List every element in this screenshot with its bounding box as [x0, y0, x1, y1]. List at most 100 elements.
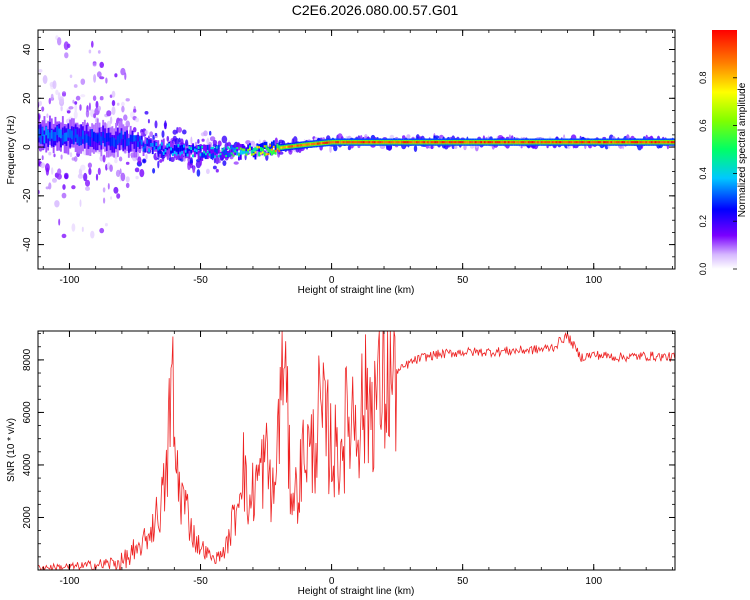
spectrogram-ridge-cell [592, 141, 595, 144]
spectrogram-ridge-cell [344, 141, 347, 144]
spectrogram-ridge-cell [337, 141, 339, 144]
spectrogram-ridge-cell [661, 141, 664, 144]
snr-axes: -100 -50 0 50 100 2000 4000 6000 8000 [22, 331, 675, 587]
spectrogram-speckle [278, 151, 284, 155]
spectrogram-ridge-cell [214, 155, 217, 158]
spectrogram-ridge-cell [194, 148, 196, 152]
spectrogram-ridge-cell [496, 141, 499, 144]
spectrogram-speckle [60, 106, 63, 112]
spectrogram-speckle [184, 144, 190, 150]
spectrogram-ridge-cell [614, 141, 617, 144]
spectrogram-ridge-cell [201, 152, 204, 158]
spectrogram-ridge-cell [225, 150, 228, 159]
spectrogram-speckle [38, 69, 43, 73]
spectrogram-ridge-cell [425, 141, 428, 144]
spectrogram-ridge-cell [634, 141, 637, 144]
spectrogram-speckle [111, 90, 116, 98]
spectrogram-ridge-cell [160, 143, 163, 150]
spectrogram-ridge-cell [188, 149, 191, 160]
spectrogram-ridge-cell [184, 150, 187, 157]
snr-x-tick-label: 0 [329, 576, 335, 587]
spectrogram-ridge-cell [357, 141, 360, 144]
snr-y-tick-label: 6000 [22, 401, 33, 424]
spectrogram-speckle [187, 161, 191, 166]
spectrogram-ridge-cell [463, 141, 466, 144]
spectrogram-speckle [161, 130, 165, 138]
spectrogram-ridge-cell [234, 147, 237, 153]
spectrogram-speckle [99, 61, 104, 68]
spectrogram-ridge-cell [340, 141, 343, 144]
spectrogram-ridge-cell [449, 141, 451, 144]
spectrogram-ridge-cell [526, 141, 528, 144]
spectrogram-ridge-cell [245, 153, 248, 156]
spectrogram-ridge-cell [126, 138, 128, 147]
spectrogram-ridge-cell [628, 141, 631, 144]
spectrogram-ridge-cell [201, 145, 204, 149]
spectrogram-ridge-cell [247, 144, 250, 152]
spectrogram-ridge-cell [249, 145, 251, 150]
spectrogram-ridge-cell [60, 129, 62, 139]
spectrogram-speckle [159, 159, 163, 163]
spectrogram-ridge-cell [212, 146, 215, 150]
spectrogram-ridge-cell [322, 141, 325, 145]
spectrogram-ridge-cell [102, 131, 105, 141]
spectrogram-ridge-cell [586, 141, 589, 144]
spectrogram-ridge-cell [384, 141, 387, 144]
spectrogram-ridge-cell [450, 141, 453, 144]
spectrogram-ridge-cell [38, 128, 40, 138]
spectrogram-ridge-cell [151, 146, 154, 155]
spectrogram-ridge-cell [241, 150, 244, 155]
spectrogram-ridge-cell [124, 131, 127, 140]
spectrogram-ridge-cell [305, 143, 308, 146]
spectrogram-ridge-cell [177, 147, 180, 155]
spectrogram-ridge-cell [509, 141, 512, 144]
snr-y-tick-label: 4000 [22, 453, 33, 476]
spectrogram-ridge-cell [630, 141, 633, 144]
spectrogram-speckle [40, 162, 46, 169]
spectrogram-ridge-cell [638, 141, 640, 144]
spectrogram-speckle [96, 71, 102, 78]
spectrogram-ridge-cell [632, 141, 635, 144]
spectrogram-speckle [189, 157, 193, 166]
spectrogram-speckle [139, 169, 145, 178]
spectrogram-ridge-cell [135, 135, 138, 142]
spectrogram-speckle [97, 50, 101, 54]
spectrogram-ridge-cell [410, 141, 413, 144]
spectrogram-speckle [154, 132, 158, 137]
spectrogram-ridge-cell [531, 141, 534, 144]
spectrogram-ridge-cell [250, 153, 253, 156]
spectrogram-ridge-cell [423, 141, 426, 144]
spectrogram-ridge-cell [621, 141, 624, 144]
spectrogram-ridge-cell [478, 141, 481, 144]
spectrogram-ridge-cell [645, 141, 648, 144]
spectrogram-speckle [61, 91, 67, 97]
spectrogram-ridge-cell [271, 148, 273, 151]
spectrogram-ridge-cell [326, 141, 328, 144]
spectrogram-ridge-cell [542, 141, 545, 144]
spectrogram-ridge-cell [245, 147, 248, 155]
spectrogram-ridge-cell [199, 153, 202, 156]
spectrogram-ridge-cell [430, 141, 433, 144]
spectrogram-ridge-cell [195, 149, 198, 153]
spectrogram-ridge-cell [142, 146, 145, 152]
spectrogram-ridge-cell [261, 142, 264, 150]
spectrogram-ridge-cell [217, 144, 220, 150]
spectrogram-ridge-cell [460, 141, 462, 144]
spectrogram-ridge-cell [138, 136, 141, 142]
spectrogram-ridge-cell [581, 141, 584, 144]
spectrogram-ridge-cell [206, 150, 209, 154]
spectrogram-speckle [81, 226, 84, 232]
spectrogram-ridge-cell [474, 141, 477, 144]
spectrogram-x-tick-label: 50 [457, 275, 469, 286]
spectrogram-speckle [48, 151, 52, 156]
spectrogram-ridge-cell [436, 141, 439, 144]
spectrogram-speckle [154, 120, 158, 129]
spectrogram-ridge-cell [162, 138, 165, 150]
spectrogram-ridge-cell [656, 141, 659, 144]
spectrogram-ridge-cell [205, 152, 207, 156]
spectrogram-x-tick-label: 0 [329, 275, 335, 286]
spectrogram-speckle [75, 95, 81, 101]
spectrogram-ridge-cell [368, 141, 371, 144]
spectrogram-ridge-cell [544, 141, 547, 144]
snr-series-line [38, 331, 675, 570]
